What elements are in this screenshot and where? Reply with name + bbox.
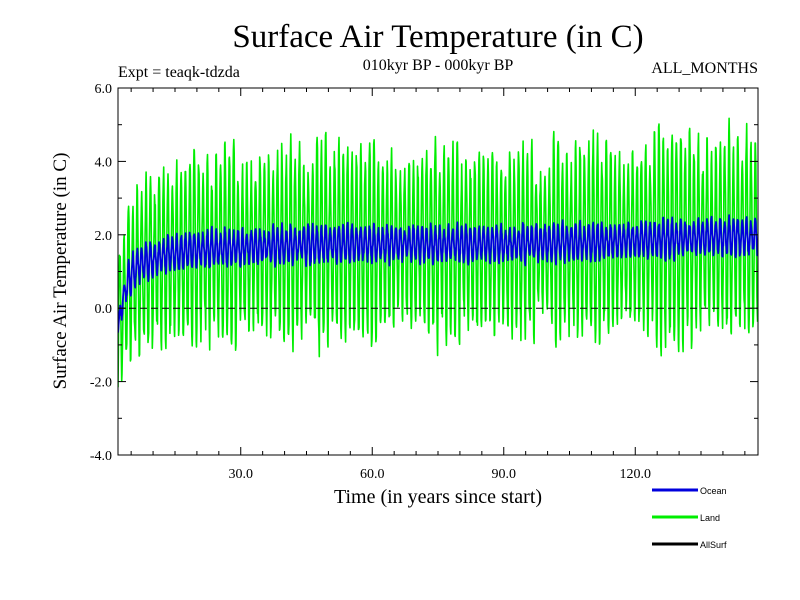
legend: Ocean Land AllSurf <box>652 486 727 550</box>
experiment-label: Expt = teaqk-tdzda <box>118 64 240 81</box>
series-layer <box>118 117 758 388</box>
x-axis-label: Time (in years since start) <box>334 486 542 508</box>
x-tick-label: 120.0 <box>620 467 652 482</box>
y-axis-label: Surface Air Temperature (in C) <box>50 153 71 390</box>
series-line-ocean <box>118 214 758 333</box>
tick-layer: 30.0 60.0 90.0 120.0 -4.0 -2.0 0.0 2.0 4.0 6.0 <box>90 82 758 482</box>
y-tick-label: 4.0 <box>95 155 113 170</box>
months-label: ALL_MONTHS <box>651 60 758 77</box>
series-line-land <box>118 117 758 388</box>
legend-label-ocean: Ocean <box>700 486 727 496</box>
legend-label-land: Land <box>700 513 720 523</box>
y-tick-label: 2.0 <box>95 229 113 244</box>
legend-label-allsurf: AllSurf <box>700 540 727 550</box>
y-tick-label: -2.0 <box>90 376 112 391</box>
chart-title: Surface Air Temperature (in C) <box>232 19 643 55</box>
y-tick-label: 0.0 <box>95 302 113 317</box>
x-tick-label: 30.0 <box>228 467 253 482</box>
x-tick-label: 90.0 <box>492 467 517 482</box>
x-tick-label: 60.0 <box>360 467 385 482</box>
y-tick-label: 6.0 <box>95 82 113 97</box>
plot-area: 30.0 60.0 90.0 120.0 -4.0 -2.0 0.0 2.0 4.0 6.0 <box>90 82 759 482</box>
y-tick-label: -4.0 <box>90 449 112 464</box>
time-range-label: 010kyr BP - 000kyr BP <box>363 57 514 74</box>
